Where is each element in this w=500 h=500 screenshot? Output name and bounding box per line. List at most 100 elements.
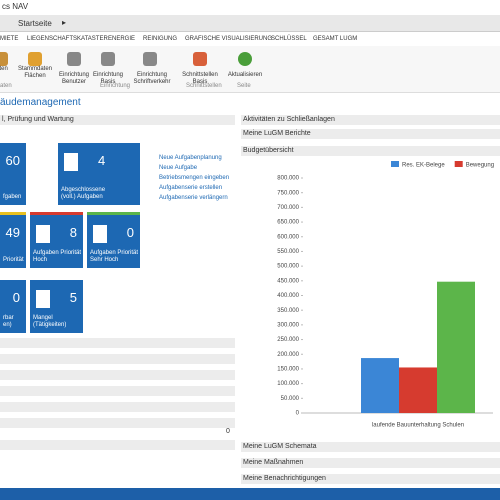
ribbon-button[interactable]: Einrichtung Basis	[92, 72, 124, 85]
legend-swatch	[454, 161, 463, 167]
icon	[143, 52, 157, 66]
legend-label: Res. EK-Belege	[402, 163, 445, 169]
ribbon-group: aten	[0, 83, 12, 89]
part-header[interactable]: Aktivitäten zu Schließanlagen	[241, 115, 500, 125]
ribbon-button[interactable]: Aktualisieren	[227, 72, 263, 78]
part-title: Meine Maßnahmen	[243, 459, 304, 466]
collapsed-part[interactable]	[0, 402, 235, 412]
y-tick-label: 200.000	[277, 352, 299, 358]
icon	[93, 225, 107, 243]
ribbon-button[interactable]: Schnittstellen Basis	[182, 72, 218, 85]
tile[interactable]: 4 Abgeschlossene (voll.) Aufgaben	[58, 143, 140, 205]
app-title: cs NAV	[2, 2, 29, 11]
arrow: ▸	[62, 18, 67, 27]
icon	[36, 225, 50, 243]
part-header[interactable]: Meine LuGM Schemata	[241, 442, 500, 452]
legend-swatch	[391, 161, 399, 167]
y-tick-label: 250.000	[277, 337, 299, 343]
ribbon-group: Schnittstellen	[186, 83, 222, 89]
ribbon-group: Einrichtung	[100, 83, 131, 89]
y-tick-label: 550.000	[277, 249, 299, 255]
tile-label: fgaben	[3, 194, 22, 200]
tab[interactable]: LIEGENSCHAFTSKATASTER	[27, 36, 108, 42]
bar	[437, 281, 475, 413]
y-tick-label: 300.000	[277, 322, 299, 328]
address-bar: Startseite ▸	[0, 15, 500, 32]
tile[interactable]: 5 Mangel (Tätigkeiten)	[30, 280, 83, 333]
tab[interactable]: REINIGUNG	[143, 36, 178, 42]
y-tick-label: 50.000	[281, 396, 300, 402]
link[interactable]: Neue Aufgabe	[159, 165, 198, 171]
icon	[193, 52, 207, 66]
bar	[399, 367, 437, 413]
icon	[101, 52, 115, 66]
tile-label: rbar en)	[3, 315, 14, 328]
tile-value: 4	[98, 153, 106, 168]
y-tick-label: 500.000	[277, 264, 299, 270]
part-header[interactable]: Meine Benachrichtigungen	[241, 474, 500, 484]
link[interactable]: Neue Aufgabenplanung	[159, 155, 222, 161]
part-title: Aktivitäten zu Schließanlagen	[243, 116, 335, 123]
y-tick-label: 100.000	[277, 381, 299, 387]
tile[interactable]: 0 Aufgaben Priorität Sehr Hoch	[87, 212, 140, 268]
part-title: Meine LuGM Berichte	[243, 130, 311, 137]
link[interactable]: Aufgabenserie erstellen	[159, 185, 223, 191]
y-tick-label: 0	[296, 411, 300, 417]
y-tick-label: 400.000	[277, 293, 299, 299]
tab[interactable]: GRAFISCHE VISUALISIERUNG	[185, 36, 273, 42]
tile[interactable]: 60 fgaben	[0, 143, 26, 205]
tile-label: Aufgaben Priorität Hoch	[33, 250, 82, 263]
tab[interactable]: SCHLÜSSEL	[271, 36, 307, 42]
tile[interactable]: 0 rbar en)	[0, 280, 26, 333]
y-tick-label: 450.000	[277, 278, 299, 284]
tile[interactable]: 8 Aufgaben Priorität Hoch	[30, 212, 83, 268]
status-bar	[0, 488, 500, 500]
icon	[67, 52, 81, 66]
ribbon-button[interactable]: Einrichtung Schriftverkehr	[133, 72, 171, 85]
collapsed-part[interactable]	[0, 440, 235, 450]
tile-value: 49	[5, 225, 20, 240]
y-tick-label: 650.000	[277, 220, 299, 226]
part-header[interactable]: Meine LuGM Berichte	[241, 129, 500, 139]
part-title: Budgetübersicht	[243, 147, 294, 154]
part-header: l, Prüfung und Wartung	[0, 115, 235, 125]
tab[interactable]: ENERGIE	[108, 36, 136, 42]
collapsed-part[interactable]	[0, 418, 235, 428]
x-tick-label: laufende Bauunterhaltung Schulen	[372, 423, 464, 429]
bar	[361, 358, 399, 413]
y-tick-label: 800.000	[277, 176, 299, 182]
y-tick-label: 600.000	[277, 234, 299, 240]
chart: 0 50.000 100.000 150.000 200.000 250.000 300.0…	[277, 161, 494, 429]
ribbon-group: Seite	[237, 83, 251, 89]
part-title: l, Prüfung und Wartung	[2, 116, 74, 123]
collapsed-part[interactable]	[0, 386, 235, 396]
tile-value: 5	[69, 290, 77, 305]
part-title: Meine Benachrichtigungen	[243, 475, 326, 482]
ribbon-button[interactable]: Einrichtung Benutzer	[58, 72, 90, 85]
y-tick-label: 150.000	[277, 367, 299, 373]
collapsed-part[interactable]	[0, 354, 235, 364]
icon	[36, 290, 50, 308]
tab[interactable]: MIETE	[0, 36, 19, 42]
ribbon-button[interactable]: Stammdaten Flächen	[17, 66, 53, 79]
legend-label: Bewegung	[466, 163, 494, 169]
collapsed-part[interactable]	[0, 338, 235, 348]
icon	[28, 52, 42, 66]
link[interactable]: Betriebsmengen eingeben	[159, 175, 230, 181]
tile-value: 8	[69, 225, 77, 240]
titlebar: cs NAV	[0, 0, 500, 14]
tabs: MIETE LIEGENSCHAFTSKATASTER ENERGIE REIN…	[0, 36, 500, 46]
breadcrumb[interactable]: Startseite	[18, 19, 52, 28]
icon	[238, 52, 252, 66]
ribbon-button[interactable]: aten	[0, 66, 8, 72]
collapsed-part[interactable]	[0, 370, 235, 380]
link[interactable]: Aufgabenserie verlängern	[159, 195, 228, 201]
y-tick-label: 750.000	[277, 190, 299, 196]
tab[interactable]: GESAMT LUGM	[313, 36, 358, 42]
part-header[interactable]: Budgetübersicht	[241, 146, 500, 156]
count: 0	[226, 428, 230, 435]
icon	[0, 52, 8, 66]
part-header[interactable]: Meine Maßnahmen	[241, 458, 500, 468]
tile[interactable]: 49 Priorität	[0, 212, 26, 268]
